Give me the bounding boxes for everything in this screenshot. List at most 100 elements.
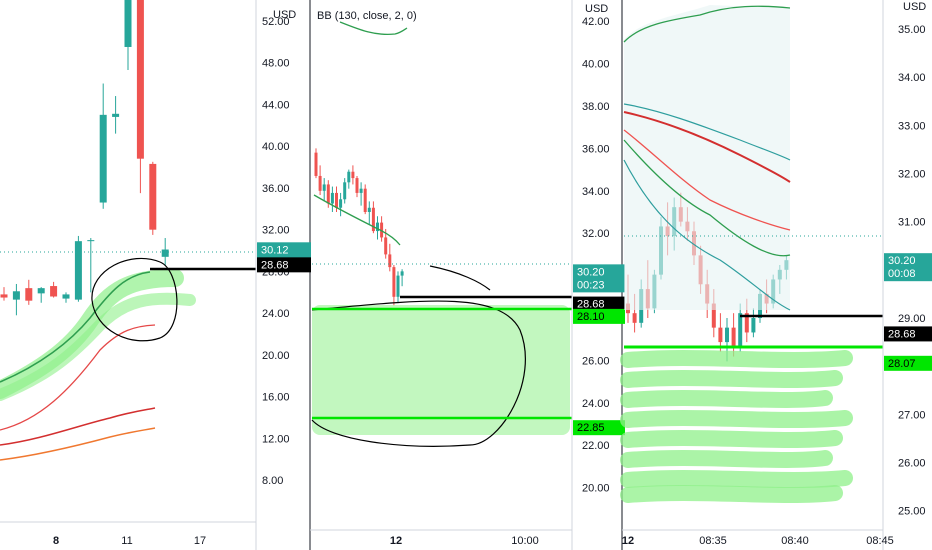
bollinger-band-line: [313, 194, 401, 246]
y-tick-label: 26.00: [898, 458, 926, 470]
moving-average-line: [623, 139, 791, 257]
y-tick-label: 32.00: [262, 225, 290, 237]
y-tick-label: 29.00: [898, 313, 926, 325]
candle-body: [632, 313, 637, 323]
y-tick-label: 40.00: [582, 59, 610, 71]
x-tick-label: 12: [390, 535, 402, 547]
candle-body: [384, 237, 388, 255]
currency-label: USD: [903, 1, 926, 13]
bollinger-band-fill: [624, 5, 790, 310]
x-tick-label: 08:45: [866, 535, 894, 547]
candle-body: [62, 294, 70, 299]
highlight-stroke: [0, 269, 184, 399]
x-tick-label: 08:35: [699, 535, 727, 547]
candle-body: [74, 241, 82, 300]
price-tag-countdown: 00:08: [888, 268, 916, 280]
candle-body: [367, 207, 371, 212]
y-tick-label: 38.00: [582, 101, 610, 113]
candle-body: [396, 275, 400, 297]
highlight-region: [312, 305, 570, 435]
moving-average-line: [623, 103, 791, 161]
candle-body: [738, 313, 743, 347]
y-tick-label: 16.00: [262, 392, 290, 404]
candle-body: [380, 222, 384, 238]
y-tick-label: 25.00: [898, 506, 926, 518]
y-tick-label: 32.00: [898, 168, 926, 180]
moving-average-line: [0, 427, 156, 461]
price-tag: [257, 257, 311, 273]
hand-drawn-circle: [311, 300, 526, 447]
currency-label: USD: [585, 3, 608, 15]
y-tick-label: 34.00: [582, 186, 610, 198]
y-tick-label: 36.00: [582, 143, 610, 155]
indicator-legend[interactable]: BB (130, close, 2, 0): [317, 10, 417, 22]
highlight-stroke: [620, 485, 843, 503]
candle-body: [744, 313, 749, 333]
candle-body: [326, 184, 330, 204]
hand-drawn-circle: [91, 257, 178, 342]
price-tag: [884, 326, 932, 342]
chart-panel-3: 25.0026.0027.0028.0029.0030.0031.0032.00…: [620, 0, 932, 550]
candle-body: [711, 303, 716, 328]
y-tick-label: 22.00: [582, 440, 610, 452]
moving-average-line: [0, 407, 156, 446]
candle-body: [351, 171, 355, 179]
price-tag-label: 28.68: [888, 328, 916, 340]
candle-body: [731, 327, 736, 347]
candle-body: [371, 207, 375, 232]
candle-body: [343, 182, 347, 200]
moving-average-line: [623, 111, 791, 183]
candle-body: [376, 222, 379, 232]
y-tick-label: 24.00: [582, 398, 610, 410]
x-tick-label: 17: [194, 535, 206, 547]
price-tag: [884, 355, 932, 371]
candle-body: [318, 175, 322, 191]
chart-panel-1: 8.0012.0016.0020.0024.0028.0032.0036.004…: [0, 0, 311, 550]
y-tick-label: 20.00: [582, 483, 610, 495]
hand-drawn-stroke: [429, 265, 491, 291]
moving-average-line: [0, 324, 156, 431]
candle-body: [339, 199, 343, 208]
candle-body: [347, 171, 351, 183]
candle-body: [725, 327, 729, 343]
candle-body: [37, 288, 45, 294]
candle-body: [718, 327, 723, 343]
x-tick-label: 11: [121, 535, 132, 547]
candle-body: [359, 188, 363, 193]
x-tick-label: 12: [622, 535, 634, 547]
y-tick-label: 40.00: [262, 141, 290, 153]
candle-body: [161, 249, 169, 257]
candle-body: [99, 114, 107, 203]
highlight-stroke: [620, 370, 843, 388]
moving-average-line: [623, 129, 791, 231]
price-tag-countdown: 00:23: [577, 279, 605, 291]
price-tag: [573, 420, 625, 436]
price-tag-label: 30.20: [577, 266, 605, 278]
candle-body: [751, 318, 756, 333]
highlight-stroke: [620, 450, 833, 468]
highlight-stroke: [620, 470, 853, 488]
y-tick-label: 24.00: [262, 308, 290, 320]
candle-body: [0, 294, 8, 298]
candle-body: [314, 152, 318, 176]
y-tick-label: 26.00: [582, 355, 610, 367]
price-tag-label: 28.68: [261, 259, 289, 271]
y-tick-label: 34.00: [898, 72, 926, 84]
y-tick-label: 48.00: [262, 58, 290, 70]
highlight-stroke: [620, 430, 843, 448]
bollinger-band-line: [623, 5, 791, 43]
y-tick-label: 44.00: [262, 99, 290, 111]
y-tick-label: 27.00: [898, 409, 926, 421]
price-tag-label: 22.85: [577, 422, 605, 434]
candle-body: [87, 240, 95, 242]
bollinger-band-line: [339, 21, 408, 36]
y-tick-label: 31.00: [898, 217, 926, 229]
price-tag-label: 30.12: [261, 244, 289, 256]
price-tag-label: 28.07: [888, 358, 916, 370]
price-tag: [573, 264, 625, 293]
candle-body: [149, 163, 157, 230]
x-tick-label: 10:00: [511, 535, 539, 547]
price-tag: [573, 308, 625, 324]
candle-body: [112, 113, 120, 117]
